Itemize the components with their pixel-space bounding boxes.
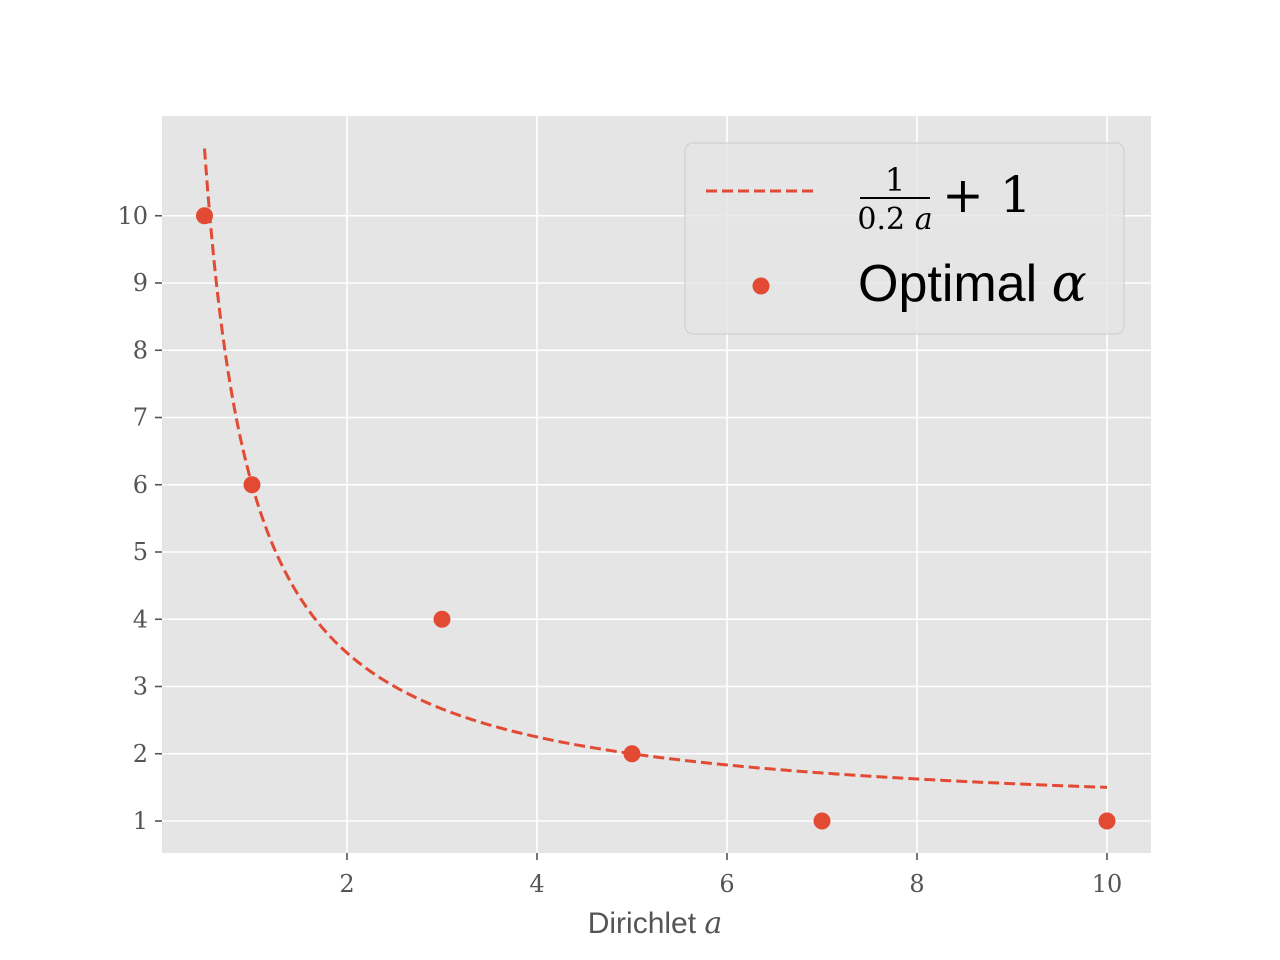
scatter-point (243, 476, 261, 494)
x-tick-label: 4 (529, 870, 544, 898)
fit-curve-line (203, 148, 1108, 789)
y-tick-label: 4 (133, 605, 148, 633)
legend-denominator-symbol: a (915, 202, 933, 237)
y-tick-label: 2 (133, 740, 148, 768)
y-tick-label: 3 (133, 673, 148, 701)
legend-line-suffix: + 1 (942, 166, 1032, 224)
legend-denominator-number: 0.2 (857, 202, 905, 237)
y-tick-label: 6 (133, 471, 148, 499)
y-tick-label: 9 (133, 269, 148, 297)
scatter-point (433, 610, 451, 628)
x-axis-label-symbol: a (704, 906, 722, 941)
x-axis-label-text: Dirichlet (588, 907, 697, 940)
legend-fraction-denominator: 0.2 a (857, 202, 932, 237)
scatter-point (623, 745, 641, 763)
scatter-point (1098, 812, 1116, 830)
scatter-point (813, 812, 831, 830)
x-axis-label: Dirichlet a (588, 906, 723, 941)
legend-scatter-label: Optimal α (858, 254, 1087, 314)
scatter-point (196, 207, 213, 225)
x-tick-label: 10 (1092, 870, 1123, 898)
y-tick-label: 5 (133, 538, 148, 566)
x-tick-label: 2 (339, 870, 354, 898)
x-tick-label: 8 (909, 870, 924, 898)
y-tick-label: 1 (133, 807, 148, 835)
legend: 1 0.2 a + 1 Optimal α (684, 142, 1125, 335)
y-tick-label: 7 (133, 404, 148, 432)
legend-scatter-text: Optimal (858, 255, 1037, 313)
series-layer (196, 148, 1116, 830)
y-tick-label: 10 (117, 202, 148, 230)
y-tick-label: 8 (133, 336, 148, 364)
legend-scatter-symbol: α (1052, 254, 1087, 314)
legend-scatter-marker (752, 277, 770, 295)
x-tick-label: 6 (719, 870, 734, 898)
legend-fraction-numerator: 1 (885, 161, 905, 199)
